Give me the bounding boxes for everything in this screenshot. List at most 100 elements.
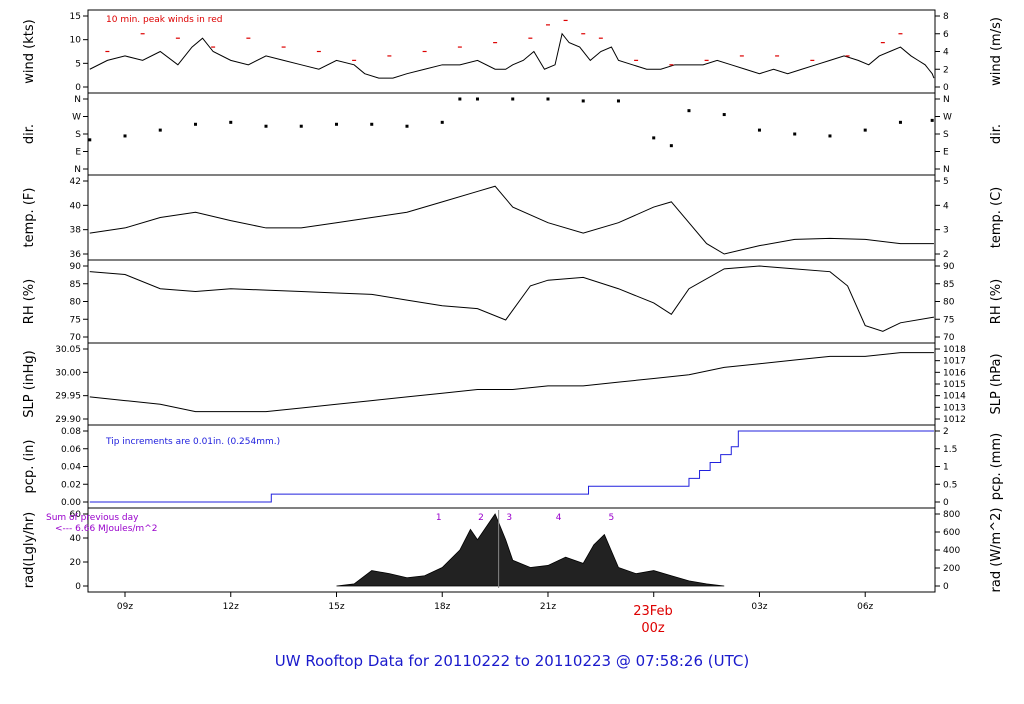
y2-tick-label: N [943, 95, 950, 105]
dir-point [440, 120, 444, 124]
y-tick-label: 10 [70, 36, 82, 46]
y-tick-label: 29.95 [55, 392, 81, 402]
dir-point [334, 122, 338, 126]
date-label: 23Feb [633, 604, 673, 619]
y-tick-label: 0.04 [61, 463, 81, 473]
y-tick-label: 20 [70, 558, 82, 568]
y-tick-label: 0.00 [61, 498, 81, 508]
dir-point [511, 97, 515, 101]
y2-tick-label: 2 [943, 65, 949, 75]
y-tick-label: 38 [70, 226, 82, 236]
peak-wind-note: 10 min. peak winds in red [106, 15, 223, 25]
y2-tick-label: 800 [943, 510, 960, 520]
y-tick-label: W [72, 113, 81, 123]
y2-tick-label: 0 [943, 498, 949, 508]
rad-note-1: Sum of previous day [46, 513, 139, 523]
y2-tick-label: 80 [943, 298, 955, 308]
rad-marker: 4 [556, 513, 562, 523]
y-axis-label: pcp. (in) [22, 440, 37, 494]
x-tick-label: 09z [117, 602, 133, 612]
dir-point [757, 128, 761, 132]
y-tick-label: 60 [70, 510, 82, 520]
y2-tick-label: 90 [943, 262, 955, 272]
panel-frame [87, 259, 936, 344]
y2-axis-label: dir. [989, 124, 1004, 144]
y2-tick-label: N [943, 165, 950, 175]
y2-tick-label: 1013 [943, 403, 966, 413]
slp-trace [89, 352, 934, 413]
rad-area [336, 513, 725, 587]
y2-tick-label: 0 [943, 582, 949, 592]
y-tick-label: 40 [70, 534, 82, 544]
dir-point [264, 124, 268, 128]
y2-tick-label: 600 [943, 528, 960, 538]
y-tick-label: 40 [70, 201, 82, 211]
y-tick-label: 29.90 [55, 415, 81, 425]
y2-tick-label: 4 [943, 48, 949, 58]
dir-point [370, 122, 374, 126]
y2-tick-label: 200 [943, 564, 960, 574]
y-tick-label: 0.02 [61, 480, 81, 490]
x-tick-label: 18z [434, 602, 450, 612]
rad-marker: 3 [506, 513, 512, 523]
x-tick-label: 03z [751, 602, 767, 612]
x-tick-label: 21z [540, 602, 556, 612]
dir-point [405, 124, 409, 128]
dir-point [123, 134, 127, 138]
y2-axis-label: rad (W/m^2) [989, 508, 1004, 593]
rad-marker: 5 [609, 513, 615, 523]
y-axis-label: rad(Lgly/hr) [22, 512, 37, 588]
rh-trace [89, 265, 935, 332]
dir-point [669, 144, 673, 148]
y-tick-label: 0 [75, 582, 81, 592]
y-tick-label: 42 [70, 177, 81, 187]
y-axis-label: RH (%) [22, 279, 37, 324]
y2-tick-label: 1015 [943, 380, 966, 390]
x-tick-label: 06z [857, 602, 873, 612]
x-tick-label: 15z [328, 602, 344, 612]
y-tick-label: 0.08 [61, 427, 81, 437]
y-axis-label: wind (kts) [22, 19, 37, 83]
rad-marker: 2 [478, 513, 484, 523]
y2-tick-label: 8 [943, 12, 949, 22]
panel-wind: 0 5 10 15 0 2 4 6 8 wind (kts) wind (m/s) 10 min. p… [22, 9, 1004, 94]
dir-point [158, 128, 162, 132]
pcp-trace [89, 430, 934, 503]
y2-axis-label: SLP (hPa) [989, 353, 1004, 414]
wind-trace [89, 32, 935, 79]
y2-tick-label: 1017 [943, 357, 966, 367]
y-tick-label: S [75, 130, 81, 140]
dir-point [299, 124, 303, 128]
y2-tick-label: 1014 [943, 392, 966, 402]
y2-axis-label: temp. (C) [989, 187, 1004, 249]
dir-point [722, 113, 726, 117]
y-tick-label: 85 [70, 280, 81, 290]
y2-tick-label: 1 [943, 463, 949, 473]
rad-marker: 1 [436, 513, 442, 523]
y-tick-label: 0 [75, 83, 81, 93]
dir-point [793, 132, 797, 136]
y2-tick-label: 2 [943, 250, 949, 260]
dir-point [194, 122, 198, 126]
dir-point [687, 109, 691, 113]
y2-tick-label: 2 [943, 427, 949, 437]
y2-tick-label: 1016 [943, 368, 966, 378]
y-tick-label: N [74, 95, 81, 105]
dir-point [546, 97, 550, 101]
dir-point [616, 99, 620, 103]
y2-tick-label: 70 [943, 333, 955, 343]
panel-rh: 70 75 80 85 90 70 75 80 85 90 RH (%) RH (%) [22, 259, 1004, 344]
dir-point [229, 120, 233, 124]
y2-tick-label: 3 [943, 226, 949, 236]
y2-tick-label: E [943, 148, 949, 158]
dir-point [828, 134, 832, 138]
y2-tick-label: 1012 [943, 415, 966, 425]
y-axis-label: dir. [22, 124, 37, 144]
y-tick-label: 0.06 [61, 445, 81, 455]
dir-point [863, 128, 867, 132]
